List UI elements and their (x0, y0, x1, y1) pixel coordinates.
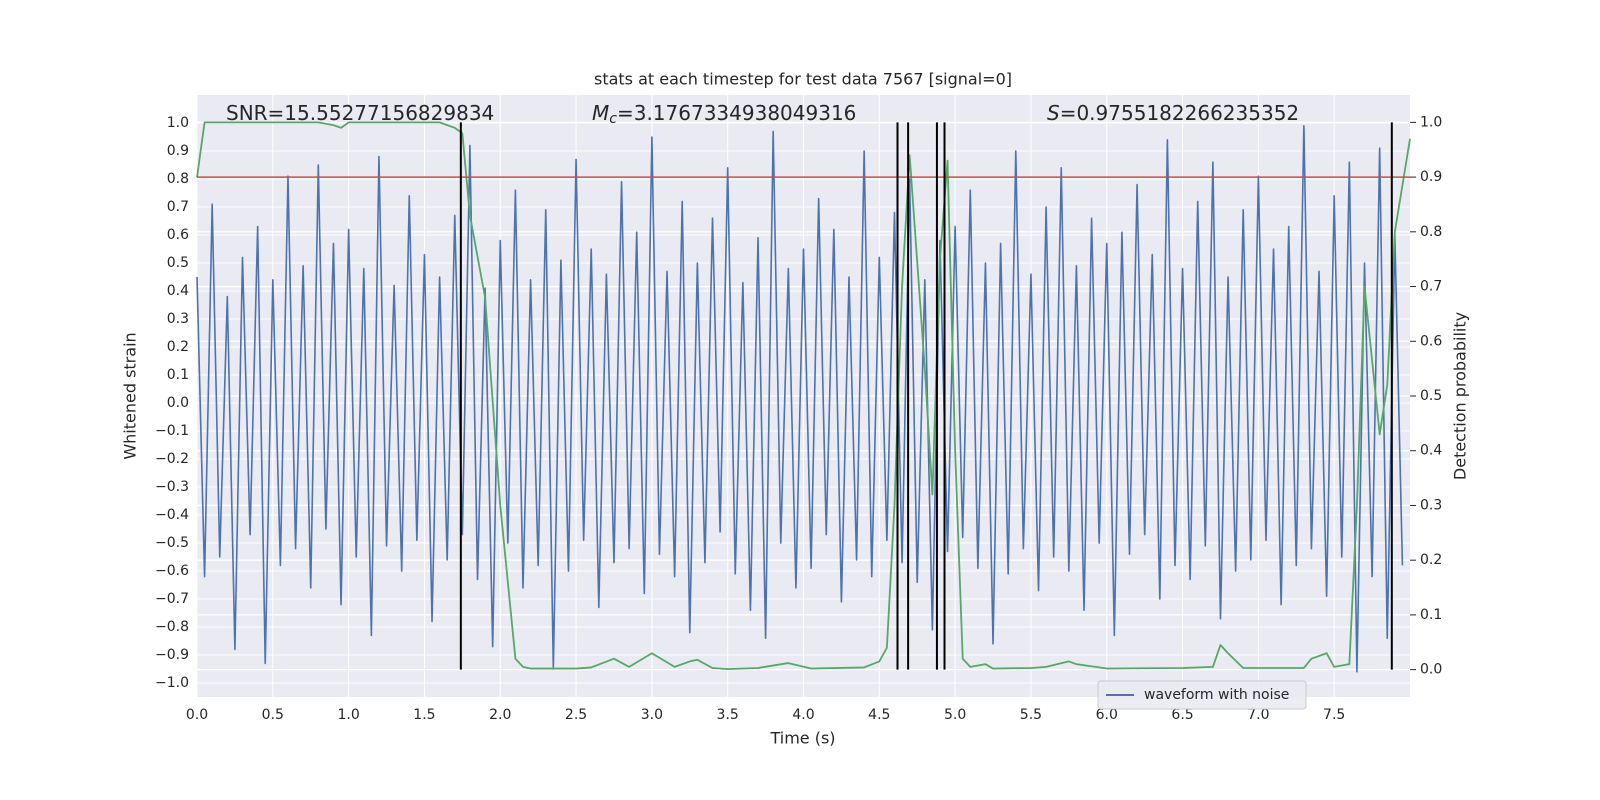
x-tick-label: 3.5 (717, 707, 739, 723)
x-tick-label: 6.0 (1096, 707, 1118, 723)
y-tick-label: −0.8 (155, 619, 189, 635)
y-tick-label: −0.2 (155, 451, 189, 467)
annotation-part: =0.9755182266235352 (1060, 101, 1299, 125)
y-axis-label: Whitened strain (121, 332, 140, 459)
x-tick-label: 2.0 (489, 707, 511, 723)
y2-axis-label: Detection probability (1451, 312, 1470, 480)
y2-tick-label: 0.2 (1420, 552, 1442, 568)
y-tick-label: 0.8 (167, 171, 189, 187)
y-tick-label: −0.5 (155, 535, 189, 551)
y-tick-label: 0.6 (167, 227, 189, 243)
legend-box (1097, 680, 1307, 710)
annotation-part: S (1047, 101, 1060, 125)
y-tick-label: −0.9 (155, 647, 189, 663)
y2-tick-label: 0.4 (1420, 443, 1442, 459)
annotation-part: M (592, 101, 609, 125)
annotation-part: c (609, 111, 617, 127)
x-tick-label: 5.5 (1020, 707, 1042, 723)
y-tick-label: 0.0 (167, 395, 189, 411)
x-tick-label: 5.0 (944, 707, 966, 723)
y2-tick-label: 0.5 (1420, 388, 1442, 404)
y-tick-label: −0.4 (155, 507, 189, 523)
legend-label: waveform with noise (1144, 687, 1289, 703)
y-tick-label: −0.7 (155, 591, 189, 607)
marks (196, 121, 1411, 673)
annotation: S=0.9755182266235352 (1047, 101, 1299, 125)
y-tick-label: 0.2 (167, 339, 189, 355)
labels: 0.0 0.5 1.0 1.5 2.0 2.5 3.0 3.5 4.0 4.5 5.0 5.5 6.0 6… (155, 101, 1442, 724)
x-tick-label: 1.5 (413, 707, 435, 723)
y-tick-label: 0.7 (167, 199, 189, 215)
y-tick-label: 0.4 (167, 283, 189, 299)
y-tick-label: −0.3 (155, 479, 189, 495)
x-tick-label: 4.0 (792, 707, 814, 723)
y2-tick-label: 0.1 (1420, 607, 1442, 623)
x-tick-label: 6.5 (1171, 707, 1193, 723)
y-tick-label: −0.1 (155, 423, 189, 439)
x-tick-label: 0.0 (186, 707, 208, 723)
y2-tick-label: 0.3 (1420, 497, 1442, 513)
annotation-part: SNR=15.55277156829834 (226, 101, 494, 125)
x-tick-label: 3.0 (641, 707, 663, 723)
annotation: SNR=15.55277156829834 (226, 101, 494, 125)
y-tick-label: 0.5 (167, 255, 189, 271)
chart-title: stats at each timestep for test data 756… (594, 70, 1012, 89)
y-tick-label: −0.6 (155, 563, 189, 579)
y2-tick-label: 0.6 (1420, 333, 1442, 349)
x-tick-label: 1.0 (337, 707, 359, 723)
y-tick-label: 0.3 (167, 311, 189, 327)
y-tick-label: 1.0 (167, 115, 189, 131)
x-tick-label: 4.5 (868, 707, 890, 723)
annotation-part: =3.1767334938049316 (617, 101, 856, 125)
x-tick-label: 2.5 (565, 707, 587, 723)
x-tick-label: 7.0 (1247, 707, 1269, 723)
y2-tick-label: 0.0 (1420, 662, 1442, 678)
y2-tick-label: 1.0 (1420, 114, 1442, 130)
y2-tick-label: 0.7 (1420, 279, 1442, 295)
y-tick-label: 0.9 (167, 143, 189, 159)
probability-line (196, 121, 1411, 670)
annotation: Mc=3.1767334938049316 (592, 101, 856, 128)
y-tick-label: −1.0 (155, 675, 189, 691)
y2-tick-label: 0.9 (1420, 169, 1442, 185)
y-tick-label: 0.1 (167, 367, 189, 383)
y2-tick-label: 0.8 (1420, 224, 1442, 240)
x-tick-label: 0.5 (262, 707, 284, 723)
waveform-line (196, 125, 1404, 673)
x-tick-label: 7.5 (1323, 707, 1345, 723)
x-axis-label: Time (s) (769, 729, 835, 748)
